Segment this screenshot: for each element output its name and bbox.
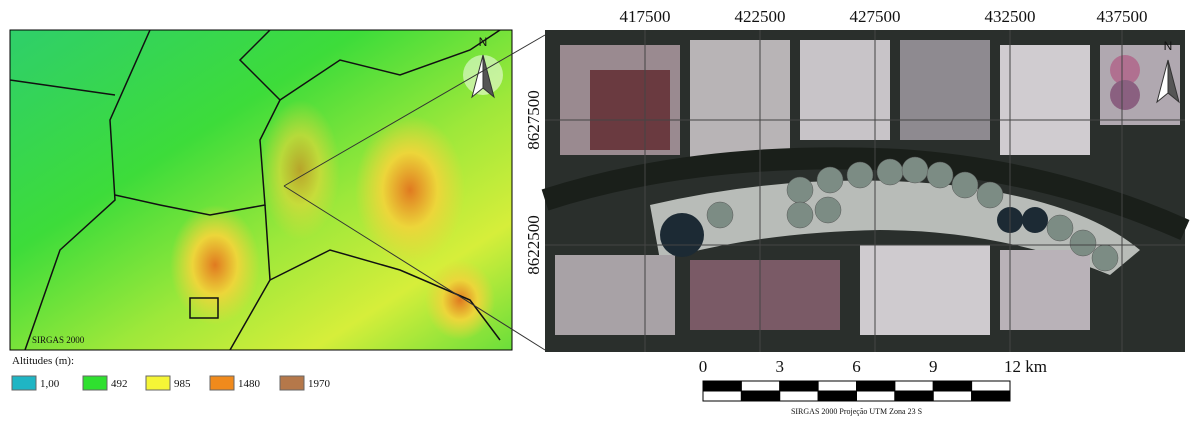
satellite-image: N <box>545 30 1185 352</box>
x-coordinate: 432500 <box>985 7 1036 26</box>
north-label: N <box>1164 39 1173 53</box>
y-coordinate: 8627500 <box>524 90 543 150</box>
scale-label: 12 km <box>1004 357 1047 376</box>
scale-label: 3 <box>776 357 785 376</box>
legend-swatch <box>146 376 170 390</box>
legend-swatch <box>12 376 36 390</box>
scale-segment <box>895 391 933 401</box>
legend-title: Altitudes (m): <box>12 355 74 367</box>
legend-label: 985 <box>174 378 191 390</box>
scale-segment <box>972 391 1010 401</box>
x-coordinate: 427500 <box>850 7 901 26</box>
scale-segment <box>703 381 741 391</box>
scale-segment <box>933 381 971 391</box>
figure: N SIRGAS 2000 N 417 <box>0 0 1194 421</box>
scale-segment <box>818 381 856 391</box>
scale-caption: SIRGAS 2000 Projeção UTM Zona 23 S <box>791 407 922 416</box>
scale-segment <box>818 391 856 401</box>
scale-segment <box>857 391 895 401</box>
scale-label: 0 <box>699 357 708 376</box>
x-coordinate: 437500 <box>1097 7 1148 26</box>
legend-swatch <box>280 376 304 390</box>
legend-label: 492 <box>111 378 128 390</box>
scale-segment <box>741 391 779 401</box>
legend-swatch <box>210 376 234 390</box>
scale-segment <box>741 381 779 391</box>
scale-segment <box>780 391 818 401</box>
scale-segment <box>972 381 1010 391</box>
north-label: N <box>479 35 488 49</box>
legend-label: 1970 <box>308 378 331 390</box>
x-coordinate: 417500 <box>620 7 671 26</box>
y-coordinate: 8622500 <box>524 215 543 275</box>
scale-label: 9 <box>929 357 938 376</box>
scale-segment <box>933 391 971 401</box>
scale-segment <box>703 391 741 401</box>
x-coordinate: 422500 <box>735 7 786 26</box>
scale-segment <box>857 381 895 391</box>
scale-segment <box>780 381 818 391</box>
legend-label: 1,00 <box>40 378 60 390</box>
legend-label: 1480 <box>238 378 261 390</box>
scale-label: 6 <box>852 357 861 376</box>
datum-label: SIRGAS 2000 <box>32 335 85 345</box>
elevation-map: N SIRGAS 2000 <box>10 30 512 350</box>
scale-segment <box>895 381 933 391</box>
legend-swatch <box>83 376 107 390</box>
